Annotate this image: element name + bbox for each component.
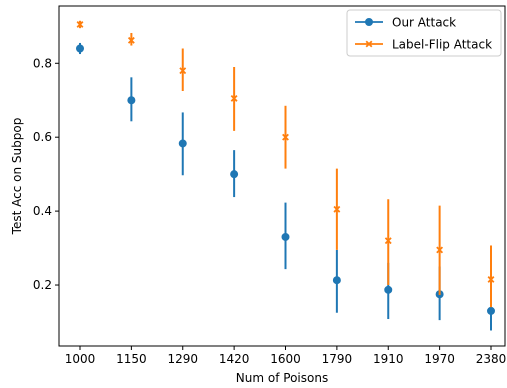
x-axis-label: Num of Poisons	[236, 371, 328, 385]
x-tick-label: 1790	[322, 352, 353, 366]
y-tick-label: 0.4	[33, 204, 52, 218]
y-tick-label: 0.6	[33, 130, 52, 144]
data-point-x-marker	[282, 133, 289, 141]
legend-box	[346, 9, 502, 57]
data-point-x-marker	[230, 94, 238, 102]
x-tick-label: 1970	[424, 352, 455, 366]
x-tick-label: 1420	[219, 352, 250, 366]
plot-frame	[58, 5, 506, 347]
data-point-circle-marker	[230, 170, 239, 179]
data-point-circle-marker	[281, 232, 290, 241]
series-0	[76, 42, 495, 331]
x-axis: 1000 1150 1290 1420 1600 1790 1910 1970 2380	[65, 346, 507, 366]
legend-x-marker	[365, 40, 373, 48]
data-point-x-marker	[179, 67, 187, 75]
legend-circle-marker	[364, 17, 373, 26]
data-point-x-marker	[436, 246, 444, 254]
x-tick-label: 1000	[65, 352, 96, 366]
x-tick-label: 1600	[270, 352, 301, 366]
data-point-x-marker	[333, 205, 341, 213]
x-tick-label: 1150	[116, 352, 147, 366]
data-point-circle-marker	[384, 285, 393, 294]
data-point-x-marker	[127, 36, 135, 44]
data-point-circle-marker	[486, 306, 495, 315]
data-point-circle-marker	[76, 44, 85, 53]
data-point-circle-marker	[332, 276, 341, 285]
data-point-x-marker	[76, 21, 84, 28]
x-tick-label: 2380	[476, 352, 507, 366]
legend-entry-label: Label-Flip Attack	[392, 38, 492, 52]
y-axis-label: Test Acc on Subpop	[10, 118, 24, 236]
series-1	[76, 20, 495, 308]
data-point-circle-marker	[127, 96, 136, 105]
x-tick-label: 1290	[167, 352, 198, 366]
x-tick-label: 1910	[373, 352, 404, 366]
data-point-x-marker	[487, 276, 495, 283]
y-axis: 0.2 0.4 0.6 0.8	[33, 56, 59, 292]
data-point-x-marker	[384, 237, 392, 245]
data-point-circle-marker	[178, 139, 187, 148]
chart-marks	[76, 20, 495, 331]
y-tick-label: 0.2	[33, 278, 52, 292]
legend-entry-label: Our Attack	[392, 16, 456, 30]
plot-area	[59, 6, 505, 346]
legend: Our Attack Label-Flip Attack	[346, 9, 502, 57]
y-tick-label: 0.8	[33, 56, 52, 70]
